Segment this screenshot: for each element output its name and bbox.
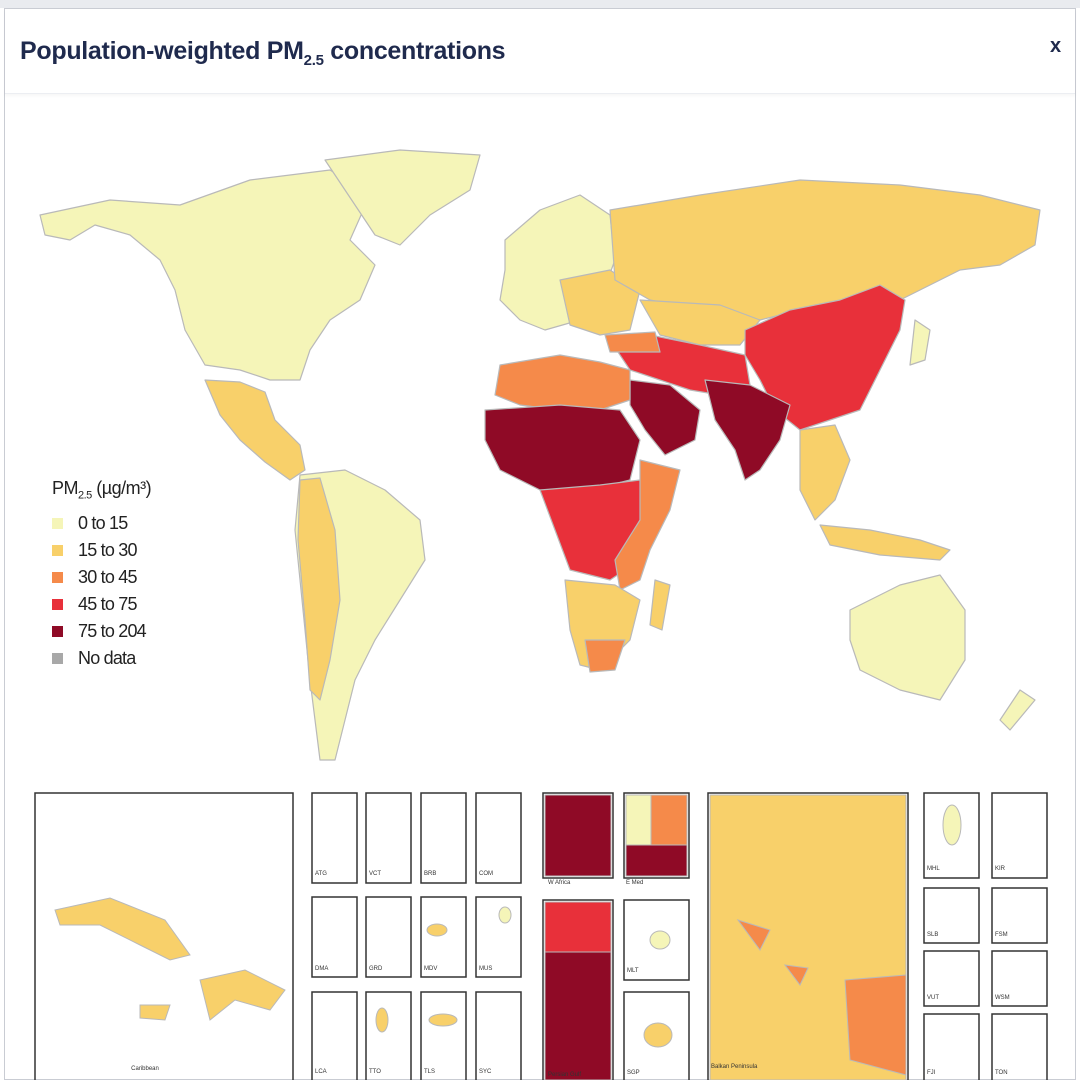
region-new-zealand	[999, 689, 1036, 731]
legend-item: 15 to 30	[52, 537, 151, 564]
region-turkey	[604, 331, 661, 353]
inset-label-fsm: FSM	[995, 932, 1008, 938]
region-south-africa	[584, 639, 626, 673]
inset-label-atg: ATG	[315, 871, 327, 877]
inset-label-fji: FJI	[927, 1070, 936, 1076]
inset-sgp	[623, 991, 690, 1080]
legend-swatch	[52, 571, 63, 583]
legend-swatch	[52, 598, 63, 610]
legend-item: 0 to 15	[52, 510, 151, 537]
region-greenland	[324, 149, 481, 246]
legend-title: PM2.5 (µg/m³)	[52, 478, 152, 502]
legend-item: 30 to 45	[52, 564, 151, 591]
inset-label-mlt: MLT	[627, 968, 639, 974]
legend-label: 30 to 45	[78, 566, 137, 587]
legend-item: No data	[52, 645, 151, 672]
inset-w-africa	[542, 792, 614, 879]
region-india	[704, 379, 791, 481]
region-andes	[297, 477, 341, 701]
inset-label-mdv: MDV	[424, 966, 437, 972]
region-mexico	[204, 379, 306, 481]
inset-label-ton: TON	[995, 1070, 1008, 1076]
inset-mlt	[623, 899, 690, 981]
region-se-asia	[799, 424, 851, 521]
legend-swatch	[52, 517, 63, 529]
inset-label-caribbean: Caribbean	[131, 1066, 159, 1072]
legend: PM2.5 (µg/m³) 0 to 15 15 to 30 30 to 45 45 …	[52, 478, 152, 672]
legend-label: 75 to 204	[78, 620, 147, 641]
inset-label-sgp: SGP	[627, 1070, 640, 1076]
region-china	[744, 284, 906, 431]
legend-swatch	[52, 652, 63, 664]
inset-label-dma: DMA	[315, 966, 328, 972]
region-arabia	[629, 379, 701, 456]
legend-label: 45 to 75	[78, 593, 137, 614]
legend-swatch	[52, 544, 63, 556]
inset-label-e-med: E Med	[626, 880, 643, 886]
region-eastern-europe	[559, 269, 641, 336]
window-top-strip	[0, 0, 1080, 8]
inset-label-syc: SYC	[479, 1069, 492, 1075]
inset-label-tls: TLS	[424, 1069, 435, 1075]
inset-label-com: COM	[479, 871, 493, 877]
close-button[interactable]: x	[1050, 35, 1062, 57]
legend-swatch	[52, 625, 63, 637]
inset-caribbean	[34, 792, 294, 1080]
inset-label-brb: BRB	[424, 871, 436, 877]
inset-persian-gulf	[542, 899, 614, 1080]
inset-label-persian-gulf: Persian Gulf	[548, 1072, 581, 1078]
region-central-asia	[639, 299, 761, 346]
inset-label-balkan: Balkan Peninsula	[711, 1064, 758, 1070]
inset-label-vut: VUT	[927, 995, 939, 1001]
inset-label-slb: SLB	[927, 932, 938, 938]
inset-label-mus: MUS	[479, 966, 492, 972]
region-north-america	[39, 169, 376, 381]
legend-item: 75 to 204	[52, 618, 151, 645]
inset-label-lca: LCA	[315, 1069, 327, 1075]
inset-label-grd: GRD	[369, 966, 383, 972]
region-north-africa	[494, 354, 631, 411]
inset-label-wsm: WSM	[995, 995, 1010, 1001]
inset-label-mhl: MHL	[927, 866, 940, 872]
region-madagascar	[649, 579, 671, 631]
legend-label: No data	[78, 647, 136, 668]
inset-label-tto: TTO	[369, 1069, 381, 1075]
legend-label: 0 to 15	[78, 512, 128, 533]
legend-label: 15 to 30	[78, 539, 137, 560]
region-russia	[609, 179, 1041, 321]
inset-e-med	[623, 792, 690, 879]
modal-header: Population-weighted PM2.5 concentrations…	[5, 9, 1075, 94]
region-australia	[849, 574, 966, 701]
inset-label-vct: VCT	[369, 871, 381, 877]
region-japan	[909, 319, 931, 366]
region-east-africa	[614, 459, 681, 591]
inset-label-w-africa: W Africa	[548, 880, 571, 886]
region-indonesia	[819, 524, 951, 561]
inset-balkan	[707, 792, 909, 1080]
legend-item: 45 to 75	[52, 591, 151, 618]
region-sahel	[484, 404, 641, 491]
inset-label-kir: KIR	[995, 866, 1006, 872]
modal-title: Population-weighted PM2.5 concentrations	[20, 37, 506, 69]
